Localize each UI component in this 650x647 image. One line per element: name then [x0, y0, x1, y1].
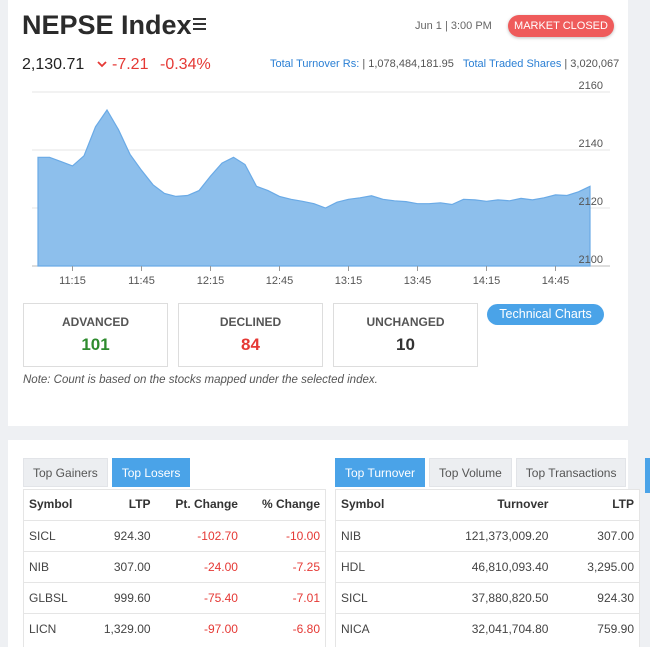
- index-change: -7.21: [112, 56, 149, 73]
- cell-symbol[interactable]: SICL: [335, 581, 416, 613]
- table-row[interactable]: HDL 46,810,093.40 3,295.00: [335, 550, 640, 582]
- cell-ltp: 3,295.00: [554, 550, 640, 582]
- table-row[interactable]: SICL 924.30 -102.70 -10.00: [23, 519, 326, 551]
- market-status-badge: MARKET CLOSED: [508, 15, 614, 37]
- table-row[interactable]: LICN 1,329.00 -97.00 -6.80: [23, 612, 326, 644]
- technical-charts-button[interactable]: Technical Charts: [487, 304, 604, 325]
- declined-count: 84: [241, 335, 260, 354]
- table-header-row: Symbol Turnover LTP: [335, 489, 640, 520]
- cell-symbol[interactable]: HDL: [335, 550, 416, 582]
- x-axis-ticks: 11:15 11:45 12:15 12:45 13:15 13:45 14:15 14:45: [59, 266, 569, 287]
- table-row[interactable]: NICA 32,041,704.80 759.90: [335, 612, 640, 644]
- y-tick-label: 2100: [579, 254, 603, 266]
- x-tick-label: 12:15: [197, 275, 225, 287]
- page-title: NEPSE Index: [22, 10, 192, 40]
- top-losers-table: Symbol LTP Pt. Change % Change SICL 924.…: [23, 489, 326, 644]
- table-row[interactable]: GLBSL 999.60 -75.40 -7.01: [23, 581, 326, 613]
- cell-symbol[interactable]: GLBSL: [23, 581, 88, 613]
- tab-top-losers[interactable]: Top Losers: [111, 458, 191, 487]
- cell-turnover: 32,041,704.80: [415, 612, 555, 644]
- x-tick-label: 13:45: [404, 275, 432, 287]
- tab-top-volume[interactable]: Top Volume: [429, 458, 512, 487]
- menu-icon[interactable]: [193, 18, 206, 30]
- table-row[interactable]: SICL 37,880,820.50 924.30: [335, 581, 640, 613]
- market-date: Jun 1 | 3:00 PM: [415, 20, 492, 32]
- advanced-card: ADVANCED 101: [23, 303, 168, 367]
- cell-ltp: 924.30: [87, 519, 157, 551]
- cell-pt-change: -24.00: [156, 550, 244, 582]
- cell-symbol[interactable]: NIB: [335, 519, 416, 551]
- traded-shares-label: Total Traded Shares: [462, 58, 562, 70]
- top-turnover-table: Symbol Turnover LTP NIB 121,373,009.20 3…: [335, 489, 640, 644]
- index-chart[interactable]: 2160 2140 2120 2100 11:15 11:45 12:15 12:45 13:…: [0, 80, 628, 292]
- cell-pct-change: -7.01: [243, 581, 326, 613]
- cell-turnover: 121,373,009.20: [415, 519, 555, 551]
- cell-ltp: 924.30: [554, 581, 640, 613]
- turnover-summary: Total Turnover Rs: | 1,078,484,181.95 To…: [270, 58, 619, 70]
- table-header-row: Symbol LTP Pt. Change % Change: [23, 489, 326, 520]
- x-tick-label: 14:45: [542, 275, 570, 287]
- index-change-percent: -0.34%: [160, 56, 211, 73]
- declined-card: DECLINED 84: [178, 303, 323, 367]
- advanced-count: 101: [81, 335, 110, 354]
- col-pct-change: % Change: [261, 497, 320, 512]
- turnover-label: Total Turnover Rs:: [270, 58, 360, 70]
- y-tick-label: 2160: [579, 80, 603, 92]
- tab-top-transactions[interactable]: Top Transactions: [515, 458, 627, 487]
- cell-ltp: 759.90: [554, 612, 640, 644]
- chevron-down-icon: [97, 61, 107, 68]
- index-value: 2,130.71: [22, 56, 85, 73]
- tab-top-gainers[interactable]: Top Gainers: [23, 458, 108, 487]
- cell-symbol[interactable]: SICL: [23, 519, 88, 551]
- col-pt-change: Pt. Change: [175, 497, 238, 512]
- y-axis-ticks: 2160 2140 2120 2100: [579, 80, 603, 266]
- x-tick-label: 11:15: [59, 275, 86, 287]
- cell-symbol[interactable]: NICA: [335, 612, 416, 644]
- col-symbol: Symbol: [29, 497, 73, 512]
- cell-turnover: 46,810,093.40: [415, 550, 555, 582]
- cell-pct-change: -7.25: [243, 550, 326, 582]
- cell-symbol[interactable]: NIB: [23, 550, 88, 582]
- cell-ltp: 1,329.00: [87, 612, 157, 644]
- index-area-series: [37, 108, 591, 267]
- col-ltp: LTP: [612, 497, 634, 512]
- cell-ltp: 307.00: [554, 519, 640, 551]
- x-tick-label: 14:15: [473, 275, 501, 287]
- col-ltp: LTP: [128, 497, 151, 512]
- y-tick-label: 2140: [579, 138, 603, 150]
- declined-label: DECLINED: [219, 315, 282, 329]
- losers-gainers-tabs: Top Gainers Top Losers: [23, 458, 194, 487]
- cell-pct-change: -6.80: [243, 612, 326, 644]
- unchanged-card: UNCHANGED 10: [333, 303, 478, 367]
- unchanged-label: UNCHANGED: [366, 315, 445, 329]
- cell-pt-change: -97.00: [156, 612, 244, 644]
- traded-shares-value: | 3,020,067: [564, 58, 620, 70]
- cell-ltp: 999.60: [87, 581, 157, 613]
- count-note: Note: Count is based on the stocks mappe…: [23, 374, 378, 386]
- x-tick-label: 12:45: [266, 275, 294, 287]
- x-tick-label: 11:45: [128, 275, 155, 287]
- table-row[interactable]: NIB 121,373,009.20 307.00: [335, 519, 640, 551]
- cell-pt-change: -75.40: [156, 581, 244, 613]
- x-tick-label: 13:15: [335, 275, 363, 287]
- unchanged-count: 10: [396, 335, 415, 354]
- table-row[interactable]: NIB 307.00 -24.00 -7.25: [23, 550, 326, 582]
- activity-tabs: Top Turnover Top Volume Top Transactions: [335, 458, 630, 487]
- cell-symbol[interactable]: LICN: [23, 612, 88, 644]
- scroll-edge-tab[interactable]: [645, 458, 650, 493]
- cell-turnover: 37,880,820.50: [415, 581, 555, 613]
- cell-pt-change: -102.70: [156, 519, 244, 551]
- advanced-label: ADVANCED: [61, 315, 130, 329]
- cell-pct-change: -10.00: [243, 519, 326, 551]
- y-tick-label: 2120: [579, 196, 603, 208]
- cell-ltp: 307.00: [87, 550, 157, 582]
- col-turnover: Turnover: [497, 497, 549, 512]
- tab-top-turnover[interactable]: Top Turnover: [335, 458, 426, 487]
- turnover-value: | 1,078,484,181.95: [362, 58, 454, 70]
- col-symbol: Symbol: [341, 497, 385, 512]
